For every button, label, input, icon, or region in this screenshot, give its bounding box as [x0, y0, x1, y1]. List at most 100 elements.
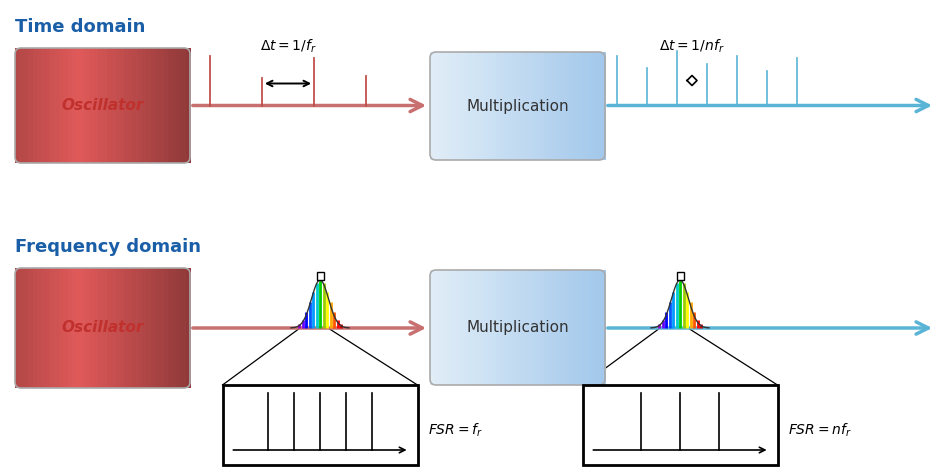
Bar — [535, 52, 540, 160]
Text: Frequency domain: Frequency domain — [15, 238, 201, 256]
Bar — [522, 52, 527, 160]
Bar — [76, 268, 82, 388]
Bar — [133, 268, 139, 388]
Bar — [164, 48, 169, 163]
Bar — [111, 48, 117, 163]
Bar — [150, 268, 156, 388]
Bar — [150, 48, 156, 163]
Bar — [160, 268, 165, 388]
Bar — [63, 48, 68, 163]
Bar — [103, 48, 107, 163]
Bar — [128, 48, 134, 163]
Bar — [470, 52, 475, 160]
Bar — [68, 268, 73, 388]
Bar — [54, 268, 60, 388]
Bar — [46, 48, 51, 163]
Bar — [81, 48, 86, 163]
Text: $\Delta t= 1/f_r$: $\Delta t= 1/f_r$ — [260, 38, 317, 55]
Bar — [574, 52, 580, 160]
Bar — [89, 48, 95, 163]
Bar — [482, 270, 488, 385]
Bar — [474, 52, 479, 160]
Bar — [487, 270, 493, 385]
Bar — [544, 52, 549, 160]
Text: $FSR= nf_r$: $FSR= nf_r$ — [787, 421, 851, 439]
Bar — [41, 268, 47, 388]
Bar — [504, 52, 510, 160]
Bar — [553, 270, 558, 385]
Bar — [185, 48, 191, 163]
Bar — [164, 268, 169, 388]
Bar — [452, 270, 457, 385]
Bar — [514, 270, 518, 385]
Bar — [50, 48, 55, 163]
Bar — [592, 270, 597, 385]
Bar — [588, 52, 592, 160]
Bar — [29, 268, 33, 388]
Bar — [223, 385, 417, 465]
Bar — [478, 52, 483, 160]
Bar — [94, 268, 99, 388]
Bar — [676, 272, 684, 280]
Bar — [535, 270, 540, 385]
Bar — [460, 52, 466, 160]
Bar — [452, 52, 457, 160]
Bar — [19, 268, 25, 388]
Bar — [438, 52, 444, 160]
Text: Multiplication: Multiplication — [466, 98, 569, 114]
Bar — [517, 52, 523, 160]
Bar — [72, 48, 77, 163]
Bar — [41, 48, 47, 163]
Bar — [435, 52, 439, 160]
Bar — [125, 48, 129, 163]
Bar — [548, 270, 553, 385]
Bar — [103, 268, 107, 388]
Bar — [579, 52, 584, 160]
Text: $\Delta t= 1/nf_r$: $\Delta t= 1/nf_r$ — [659, 38, 725, 55]
Bar — [574, 270, 580, 385]
Bar — [544, 270, 549, 385]
Bar — [24, 268, 29, 388]
Bar — [146, 268, 151, 388]
Bar — [570, 270, 575, 385]
Bar — [89, 268, 95, 388]
Bar — [482, 52, 488, 160]
Bar — [177, 48, 183, 163]
Bar — [128, 268, 134, 388]
Bar — [465, 52, 471, 160]
Bar — [98, 48, 104, 163]
Bar — [120, 268, 126, 388]
Bar — [68, 48, 73, 163]
Bar — [465, 270, 471, 385]
Bar — [539, 270, 545, 385]
Bar — [495, 52, 501, 160]
Bar — [133, 48, 139, 163]
Bar — [32, 48, 38, 163]
Bar — [177, 268, 183, 388]
Bar — [504, 270, 510, 385]
Bar — [107, 268, 112, 388]
Bar — [478, 270, 483, 385]
Bar — [495, 270, 501, 385]
Bar — [15, 48, 20, 163]
Bar — [120, 48, 126, 163]
Bar — [76, 48, 82, 163]
Bar — [448, 270, 453, 385]
Bar — [500, 270, 505, 385]
Bar — [59, 268, 64, 388]
Bar — [492, 52, 496, 160]
Bar — [172, 268, 178, 388]
Bar — [566, 270, 571, 385]
Bar — [601, 270, 606, 385]
Bar — [116, 48, 121, 163]
Bar — [155, 268, 161, 388]
Bar — [32, 268, 38, 388]
Bar — [492, 270, 496, 385]
Bar — [72, 268, 77, 388]
Bar — [531, 52, 536, 160]
Bar — [172, 48, 178, 163]
Bar — [596, 52, 602, 160]
Bar — [509, 270, 514, 385]
Bar — [456, 52, 461, 160]
Bar — [443, 270, 449, 385]
